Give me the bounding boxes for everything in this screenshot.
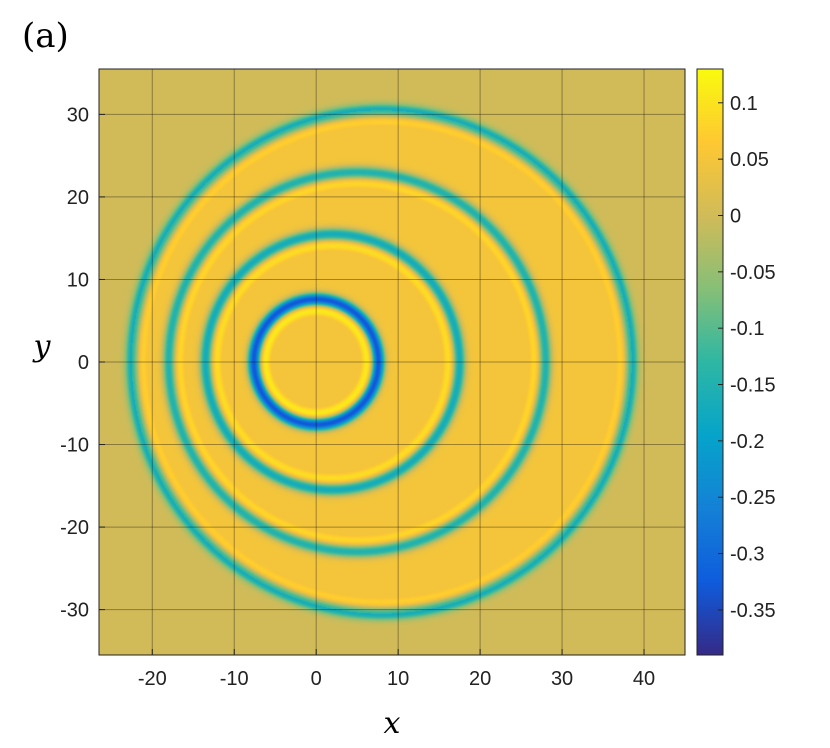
heatmap-canvas [99,69,685,655]
x-tick-label: -20 [138,668,167,690]
colorbar-tick-label: -0.15 [730,375,776,397]
colorbar-ticks: 0.1 0.05 0 -0.05 -0.1 -0.15 -0.2 -0.25 -0.3 -0.35 [718,93,776,622]
x-tick-label: -10 [220,668,249,690]
x-tick-label: 30 [551,668,573,690]
y-tick-label: 10 [67,269,89,291]
y-tick-label: 30 [67,104,89,126]
x-tick-label: 0 [311,668,322,690]
colorbar-tick-label: -0.2 [730,431,764,453]
y-tick-label: 0 [78,352,89,374]
y-axis-ticks: 30 20 10 0 -10 -20 -30 [60,104,105,622]
x-axis-ticks: -20 -10 0 10 20 30 40 [138,649,655,690]
x-tick-label: 10 [387,668,409,690]
colorbar-canvas [697,69,723,655]
y-tick-label: -10 [60,435,89,457]
colorbar-tick-label: 0.05 [730,149,769,171]
y-tick-label: 20 [67,187,89,209]
colorbar-tick-label: -0.05 [730,262,776,284]
grid-lines [99,69,685,655]
colorbar-tick-label: -0.25 [730,487,776,509]
y-tick-label: -20 [60,517,89,539]
x-tick-label: 20 [469,668,491,690]
x-axis-label: x [384,706,401,741]
colorbar-tick-label: 0 [730,206,741,228]
panel-label: (a) [22,16,69,56]
colorbar-tick-label: 0.1 [730,93,758,115]
y-tick-label: -30 [60,600,89,622]
colorbar-tick-label: -0.35 [730,600,776,622]
x-tick-label: 40 [633,668,655,690]
colorbar-frame [696,68,724,656]
colorbar-tick-label: -0.1 [730,318,764,340]
colorbar-tick-label: -0.3 [730,544,764,566]
y-axis-label: y [32,329,52,364]
